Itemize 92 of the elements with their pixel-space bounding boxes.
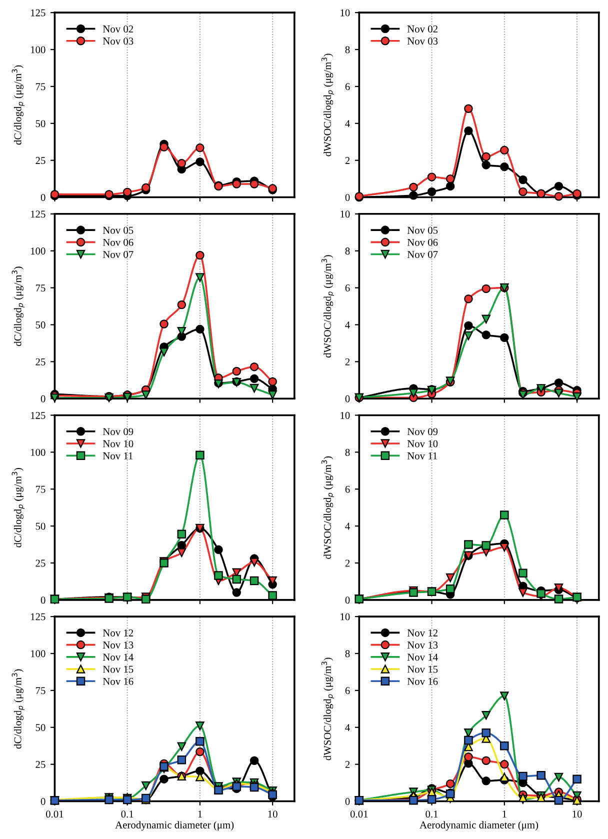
y-tick-label: 0 xyxy=(345,395,350,402)
y-tick-label: 10 xyxy=(340,412,350,419)
y-tick-label: 100 xyxy=(30,650,46,658)
y-tick-label: 125 xyxy=(30,412,46,419)
x-tick-label: 10 xyxy=(268,810,278,818)
legend-label: Nov 05 xyxy=(102,226,134,234)
y-tick-label: 4 xyxy=(345,120,350,128)
y-tick-label: 75 xyxy=(36,687,46,694)
y-tick-label: 75 xyxy=(36,83,46,90)
legend-label: Nov 16 xyxy=(407,678,438,685)
y-tick-label: 125 xyxy=(30,9,46,16)
y-tick-label: 50 xyxy=(36,724,46,732)
x-tick-label: 0.1 xyxy=(426,810,438,818)
legend-label: Nov 14 xyxy=(407,654,438,661)
y-tick-label: 100 xyxy=(30,448,46,456)
legend-label: Nov 14 xyxy=(102,654,134,661)
y-tick-label: 75 xyxy=(36,284,46,292)
y-tick-label: 0 xyxy=(345,798,350,805)
y-tick-label: 6 xyxy=(345,284,350,292)
y-tick-label: 0 xyxy=(40,798,46,805)
y-tick-label: 6 xyxy=(345,687,350,694)
y-tick-label: 25 xyxy=(36,157,46,164)
y-tick-label: 25 xyxy=(36,358,46,366)
legend-label: Nov 03 xyxy=(102,38,134,45)
legend-label: Nov 11 xyxy=(102,452,133,460)
legend-label: Nov 10 xyxy=(102,440,134,448)
legend-label: Nov 15 xyxy=(102,666,134,673)
y-tick-label: 2 xyxy=(345,560,350,567)
y-tick-label: 125 xyxy=(30,210,46,218)
legend-label: Nov 09 xyxy=(407,428,438,436)
y-tick-label: 6 xyxy=(345,486,350,493)
y-tick-label: 0 xyxy=(345,596,350,604)
legend-label: Nov 09 xyxy=(102,428,134,436)
y-tick-label: 2 xyxy=(345,157,350,164)
legend-label: Nov 12 xyxy=(407,629,438,636)
y-tick-label: 4 xyxy=(345,321,350,328)
legend-label: Nov 12 xyxy=(102,629,134,636)
y-tick-label: 6 xyxy=(345,83,350,90)
legend-label: Nov 03 xyxy=(407,38,438,45)
legend-label: Nov 16 xyxy=(102,678,134,685)
y-tick-label: 8 xyxy=(345,46,350,54)
x-axis-title: Aerodynamic diameter (μm) xyxy=(420,821,538,831)
y-tick-label: 0 xyxy=(40,596,46,604)
legend-label: Nov 02 xyxy=(407,25,438,32)
legend-label: Nov 07 xyxy=(102,251,134,258)
legend-label: Nov 10 xyxy=(407,440,438,448)
y-tick-label: 25 xyxy=(36,560,46,567)
y-axis-title: dWSOC/dlogd$_{p}$ (μg/m$^{3}$) xyxy=(321,255,334,358)
legend-label: Nov 11 xyxy=(407,452,438,460)
y-axis-title: dC/dlogd$_{p}$ (μg/m$^{3}$) xyxy=(12,669,24,749)
y-tick-label: 0 xyxy=(40,194,46,201)
legend-label: Nov 15 xyxy=(407,666,438,673)
y-axis-title: dC/dlogd$_{p}$ (μg/m$^{3}$) xyxy=(12,266,24,346)
legend-label: Nov 06 xyxy=(102,238,134,246)
y-axis-title: dWSOC/dlogd$_{p}$ (μg/m$^{3}$) xyxy=(321,54,334,156)
y-tick-label: 8 xyxy=(345,650,350,658)
y-tick-label: 25 xyxy=(36,761,46,768)
y-tick-label: 50 xyxy=(36,120,46,128)
x-tick-label: 0.01 xyxy=(46,810,64,818)
x-tick-label: 0.1 xyxy=(121,810,134,818)
y-axis-title: dWSOC/dlogd$_{p}$ (μg/m$^{3}$) xyxy=(321,456,334,559)
legend-label: Nov 07 xyxy=(407,251,438,258)
y-tick-label: 50 xyxy=(36,522,46,530)
x-tick-label: 1 xyxy=(198,810,202,818)
y-tick-label: 4 xyxy=(345,724,350,731)
y-axis-title: dC/dlogd$_{p}$ (μg/m$^{3}$) xyxy=(12,65,24,145)
x-axis-title: Aerodynamic diameter (μm) xyxy=(115,821,234,831)
y-tick-label: 8 xyxy=(345,448,350,456)
y-tick-label: 50 xyxy=(36,321,46,328)
legend-label: Nov 06 xyxy=(407,238,438,246)
y-tick-label: 0 xyxy=(40,395,46,402)
x-tick-label: 1 xyxy=(502,810,506,818)
y-tick-label: 10 xyxy=(340,613,350,620)
legend-label: Nov 02 xyxy=(102,25,134,32)
y-tick-label: 2 xyxy=(345,358,350,366)
y-axis-title: dWSOC/dlogd$_{p}$ (μg/m$^{3}$) xyxy=(321,658,334,760)
y-tick-label: 2 xyxy=(345,761,350,768)
y-tick-label: 10 xyxy=(340,210,350,218)
y-tick-label: 0 xyxy=(345,194,350,201)
x-tick-label: 0.01 xyxy=(350,810,368,818)
legend-label: Nov 13 xyxy=(102,642,134,649)
legend-label: Nov 13 xyxy=(407,642,438,649)
y-axis-title: dC/dlogd$_{p}$ (μg/m$^{3}$) xyxy=(12,468,24,548)
y-tick-label: 4 xyxy=(345,522,350,530)
y-tick-label: 75 xyxy=(36,486,46,493)
y-tick-label: 10 xyxy=(340,9,350,16)
y-tick-label: 100 xyxy=(30,248,46,255)
y-tick-label: 125 xyxy=(30,613,46,620)
legend-label: Nov 05 xyxy=(407,226,438,234)
y-tick-label: 100 xyxy=(30,46,46,54)
y-tick-label: 8 xyxy=(345,248,350,255)
x-tick-label: 10 xyxy=(572,810,582,818)
